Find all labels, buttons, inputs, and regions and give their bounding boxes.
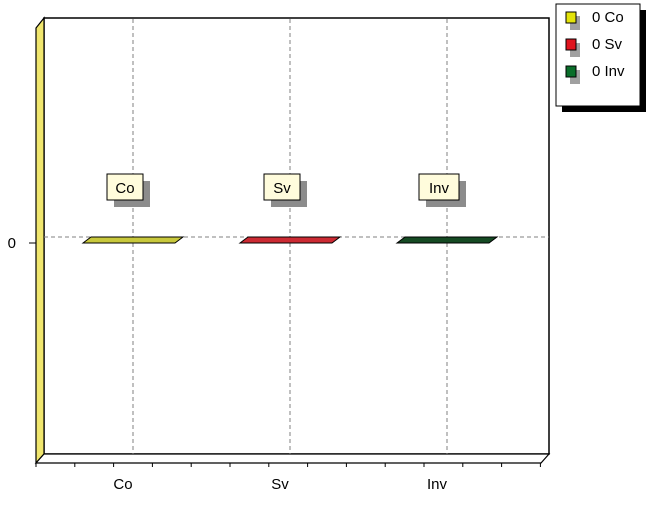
bar-label-sv: Sv [263,173,307,207]
bar-label-text: Sv [273,180,291,197]
legend-label: 0 Inv [592,63,625,80]
legend-swatch [565,11,577,24]
bar-label-box [418,173,460,201]
bar-label-co: Co [106,173,150,207]
floor [34,453,551,464]
legend-label: 0 Co [592,9,624,26]
x-tick-label-sv: Sv [271,476,289,493]
axis-layer: 0 Co Sv Inv [8,235,541,493]
legend: 0 Co 0 Sv 0 Inv [555,3,646,112]
bar-inv [395,236,499,244]
legend-label: 0 Sv [592,36,623,53]
y-tick-label-0: 0 [8,235,16,252]
plot-area [43,17,550,455]
bar-label-text: Co [115,180,134,197]
plot-frame [34,16,551,465]
bar-co [81,236,185,244]
labels-layer: Co Sv Inv [106,173,466,207]
bar-label-box [106,173,144,201]
left-wall [35,16,45,465]
bar-sv [238,236,342,244]
bars-layer [81,236,499,244]
legend-entry-inv: 0 Inv [565,63,625,84]
legend-entry-sv: 0 Sv [565,36,623,57]
bar-label-box [263,173,301,201]
legend-entry-co: 0 Co [565,9,624,30]
x-tick-label-inv: Inv [427,476,448,493]
bar-label-inv: Inv [418,173,466,207]
x-tick-label-co: Co [113,476,132,493]
legend-swatch [565,65,577,78]
legend-swatch [565,38,577,51]
bar-label-text: Inv [429,180,450,197]
